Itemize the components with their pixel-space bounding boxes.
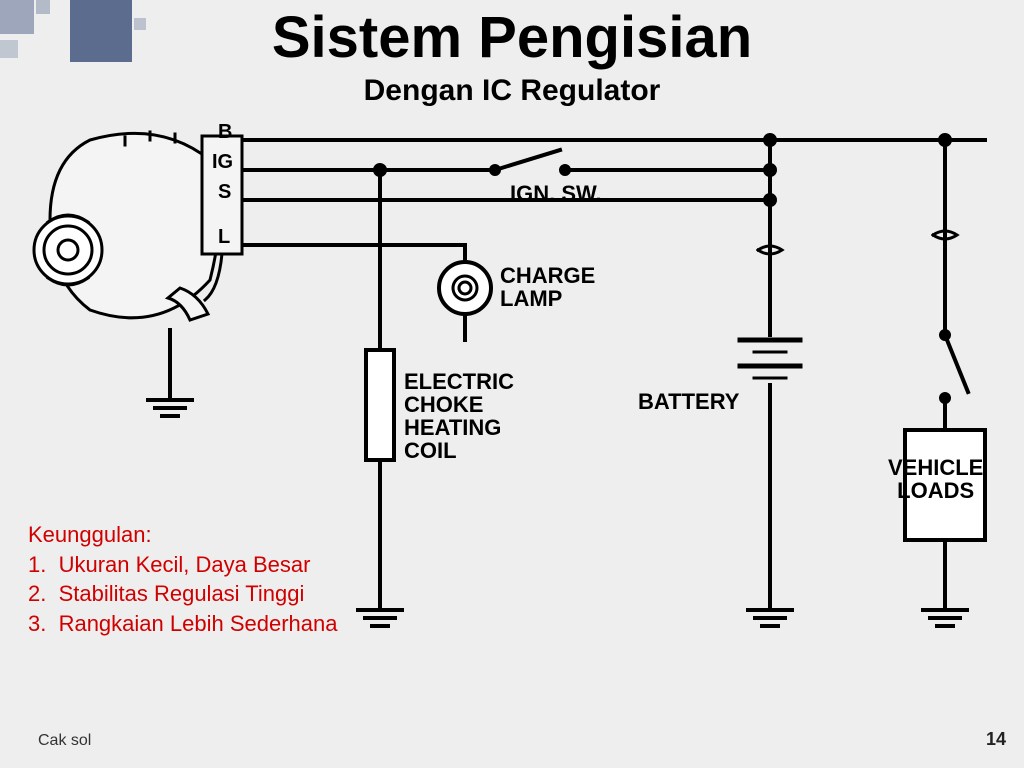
advantage-item: 2. Stabilitas Regulasi Tinggi <box>28 579 337 609</box>
loads-label: VEHICLE LOADS <box>888 456 983 502</box>
terminal-s-label: S <box>218 182 231 203</box>
terminal-ig-label: IG <box>212 152 233 173</box>
charge-lamp-label: CHARGE LAMP <box>500 264 595 310</box>
ign-sw-label: IGN. SW. <box>510 182 602 205</box>
advantages-block: Keunggulan: 1. Ukuran Kecil, Daya Besar … <box>28 520 337 639</box>
choke-label: ELECTRIC CHOKE HEATING COIL <box>404 370 514 462</box>
advantage-item: 3. Rangkaian Lebih Sederhana <box>28 609 337 639</box>
terminal-l-label: L <box>218 227 230 248</box>
advantage-item: 1. Ukuran Kecil, Daya Besar <box>28 550 337 580</box>
advantages-title: Keunggulan: <box>28 520 337 550</box>
terminal-b-label: B <box>218 122 232 143</box>
footer-page-number: 14 <box>986 729 1006 750</box>
battery-label: BATTERY <box>638 390 739 413</box>
footer-author: Cak sol <box>38 732 91 750</box>
